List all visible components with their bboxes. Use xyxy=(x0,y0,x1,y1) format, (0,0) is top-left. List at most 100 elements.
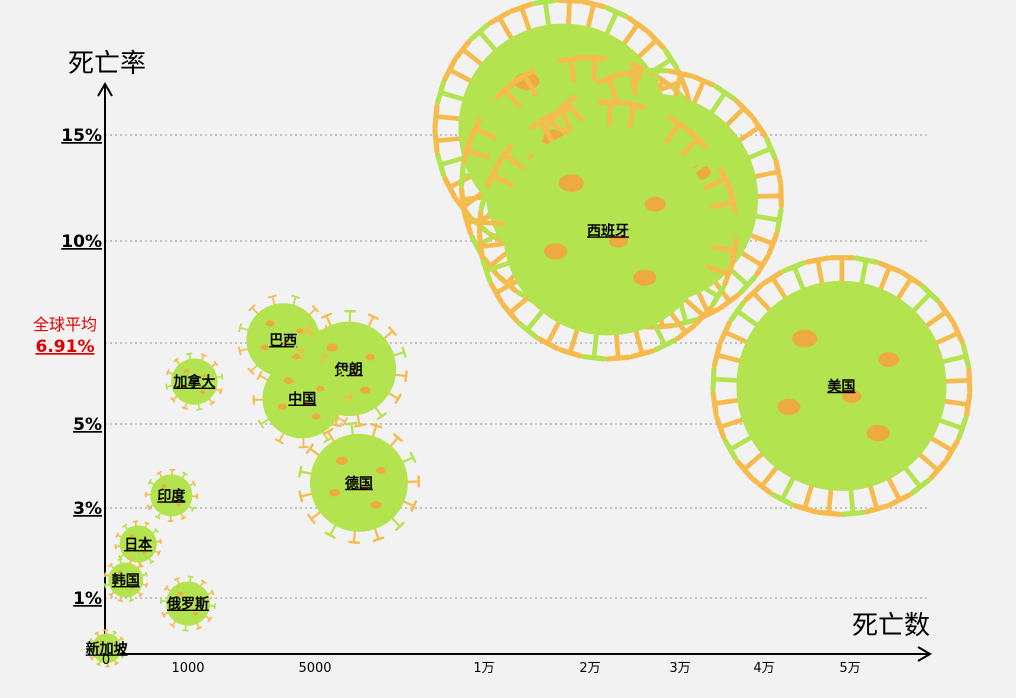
y-axis-title: 死亡率 xyxy=(68,49,146,79)
virus-spike-tip xyxy=(956,415,969,441)
virus-spike-tip xyxy=(557,55,584,64)
virus-spike-tip xyxy=(272,354,282,361)
virus-spike-tip xyxy=(509,1,535,14)
virus-bubble: 西班牙 xyxy=(476,99,739,362)
virus-spot xyxy=(125,580,130,583)
virus-spot xyxy=(171,496,176,499)
virus-spike-tip xyxy=(237,346,242,356)
virus-spike-tip xyxy=(737,274,758,296)
virus-spike-tip xyxy=(804,255,831,265)
virus-spike-tip xyxy=(534,59,560,72)
virus-spike-tip xyxy=(163,585,169,591)
virus-spot xyxy=(111,643,115,646)
avg-name: 全球平均 xyxy=(33,315,97,334)
virus-spike-tip xyxy=(192,480,196,487)
virus-spot xyxy=(129,534,134,538)
virus-spike-tip xyxy=(145,582,148,588)
virus-spot xyxy=(283,377,294,384)
virus-spike-tip xyxy=(166,369,170,376)
virus-spike-tip xyxy=(557,347,583,359)
virus-spike-tip xyxy=(394,393,402,404)
x-tick-label: 1万 xyxy=(473,661,494,676)
virus-spike-tip xyxy=(157,550,161,556)
virus-spot xyxy=(194,382,199,386)
virus-bubble: 日本 xyxy=(114,520,162,568)
x-tick-label: 4万 xyxy=(753,661,774,676)
virus-body xyxy=(165,581,211,626)
virus-spot xyxy=(177,591,183,596)
virus-spike-tip xyxy=(722,261,735,287)
virus-spike-tip xyxy=(156,470,163,475)
virus-spike-tip xyxy=(144,571,148,577)
virus-spike-tip xyxy=(750,477,773,496)
virus-spike-tip xyxy=(96,663,101,667)
virus-spike-tip xyxy=(711,342,723,368)
virus-spike-tip xyxy=(718,319,733,345)
virus-spike-tip xyxy=(645,105,670,119)
virus-spot xyxy=(311,413,321,420)
virus-spike-tip xyxy=(750,115,768,139)
y-axis-arrow xyxy=(97,82,113,97)
virus-spike-tip xyxy=(495,143,514,166)
virus-spike-tip xyxy=(144,521,150,525)
virus-spike-tip xyxy=(376,412,387,421)
virus-spot xyxy=(180,384,186,389)
y-tick-label: 5% xyxy=(73,415,102,435)
virus-spike-tip xyxy=(468,116,483,141)
virus-spot xyxy=(359,484,369,491)
virus-spike-tip xyxy=(766,231,780,257)
virus-spike-tip xyxy=(210,589,215,596)
virus-spike-tip xyxy=(574,81,599,98)
virus-spike-tip xyxy=(305,443,314,454)
virus-spike-tip xyxy=(170,397,176,403)
virus-spike-tip xyxy=(138,562,143,567)
virus-spike-tip xyxy=(340,368,347,378)
country-label: 印度 xyxy=(157,487,186,504)
country-label: 新加坡 xyxy=(86,640,129,657)
y-tick-label: 15% xyxy=(61,126,102,146)
virus-spike-tip xyxy=(488,280,504,305)
virus-spike-tip xyxy=(704,146,723,169)
virus-spike-tip xyxy=(733,98,754,119)
virus-spike-tip xyxy=(764,136,778,161)
virus-spot xyxy=(842,389,862,403)
virus-body xyxy=(119,525,157,563)
virus-spike-tip xyxy=(478,185,490,212)
virus-spike-tip xyxy=(458,162,466,189)
virus-spike-tip xyxy=(667,115,691,133)
virus-spike-tip xyxy=(169,623,175,628)
virus-spike-tip xyxy=(196,626,203,630)
virus-spike-tip xyxy=(432,103,440,130)
x-tick-label: 5000 xyxy=(298,661,331,676)
virus-spike-tip xyxy=(196,408,203,411)
virus-spot xyxy=(97,650,101,653)
virus-spike-tip xyxy=(621,100,648,110)
virus-spike-tip xyxy=(108,593,113,598)
virus-spot xyxy=(365,353,375,361)
virus-spike-tip xyxy=(435,79,447,106)
global-average: 全球平均 6.91% xyxy=(33,315,97,357)
virus-spike-tip xyxy=(128,558,134,561)
virus-spike-tip xyxy=(667,68,694,79)
virus-spike-tip xyxy=(710,390,719,417)
virus-spike-tip xyxy=(626,15,649,33)
virus-spike-tip xyxy=(920,283,941,304)
virus-spike-tip xyxy=(774,207,784,234)
virus-spike-tip xyxy=(409,451,417,464)
virus-spike-tip xyxy=(528,113,552,130)
virus-spike-tip xyxy=(652,337,677,353)
virus-spike-tip xyxy=(213,360,219,366)
virus-spike-tip xyxy=(461,138,473,164)
virus-spike-tip xyxy=(256,370,263,380)
country-label: 中国 xyxy=(288,391,316,408)
virus-spike-tip xyxy=(200,353,207,357)
virus-spike-tip xyxy=(963,391,973,418)
virus-spike-tip xyxy=(714,414,727,440)
virus-spike-tip xyxy=(556,0,583,4)
virus-spike-tip xyxy=(291,344,298,356)
virus-body xyxy=(171,358,218,405)
virus-spot xyxy=(117,570,122,574)
virus-spike-tip xyxy=(347,540,361,544)
x-tick-label: 2万 xyxy=(579,661,600,676)
